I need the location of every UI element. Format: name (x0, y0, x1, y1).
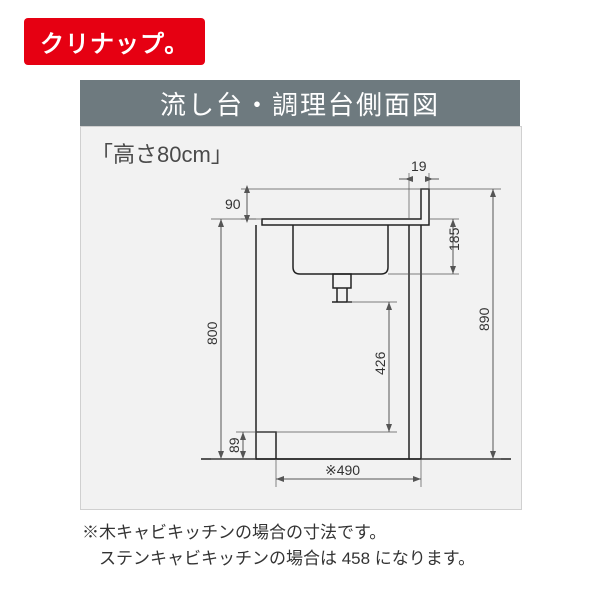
brand-logo-text: クリナップ。 (40, 31, 189, 58)
drawing-panel: 「高さ80cm」 (80, 126, 522, 510)
dim-490: ※490 (325, 462, 360, 478)
brand-logo: クリナップ。 (24, 18, 205, 65)
dim-800: 800 (204, 321, 220, 345)
footnote-line1: ※木キャビキッチンの場合の寸法です。 (82, 520, 475, 546)
diagram-title: 流し台・調理台側面図 (80, 80, 520, 126)
dim-89: 89 (226, 437, 242, 453)
dim-890: 890 (476, 307, 492, 331)
dim-90: 90 (225, 196, 241, 212)
footnote-line2: ステンキャビキッチンの場合は 458 になります。 (82, 546, 475, 572)
dim-19: 19 (411, 158, 427, 174)
diagram-title-text: 流し台・調理台側面図 (160, 85, 440, 122)
footnote: ※木キャビキッチンの場合の寸法です。 ステンキャビキッチンの場合は 458 にな… (82, 520, 475, 571)
dim-426: 426 (372, 351, 388, 375)
diagram-svg: 19 90 185 800 890 42 (81, 127, 521, 509)
dim-185: 185 (446, 227, 462, 251)
